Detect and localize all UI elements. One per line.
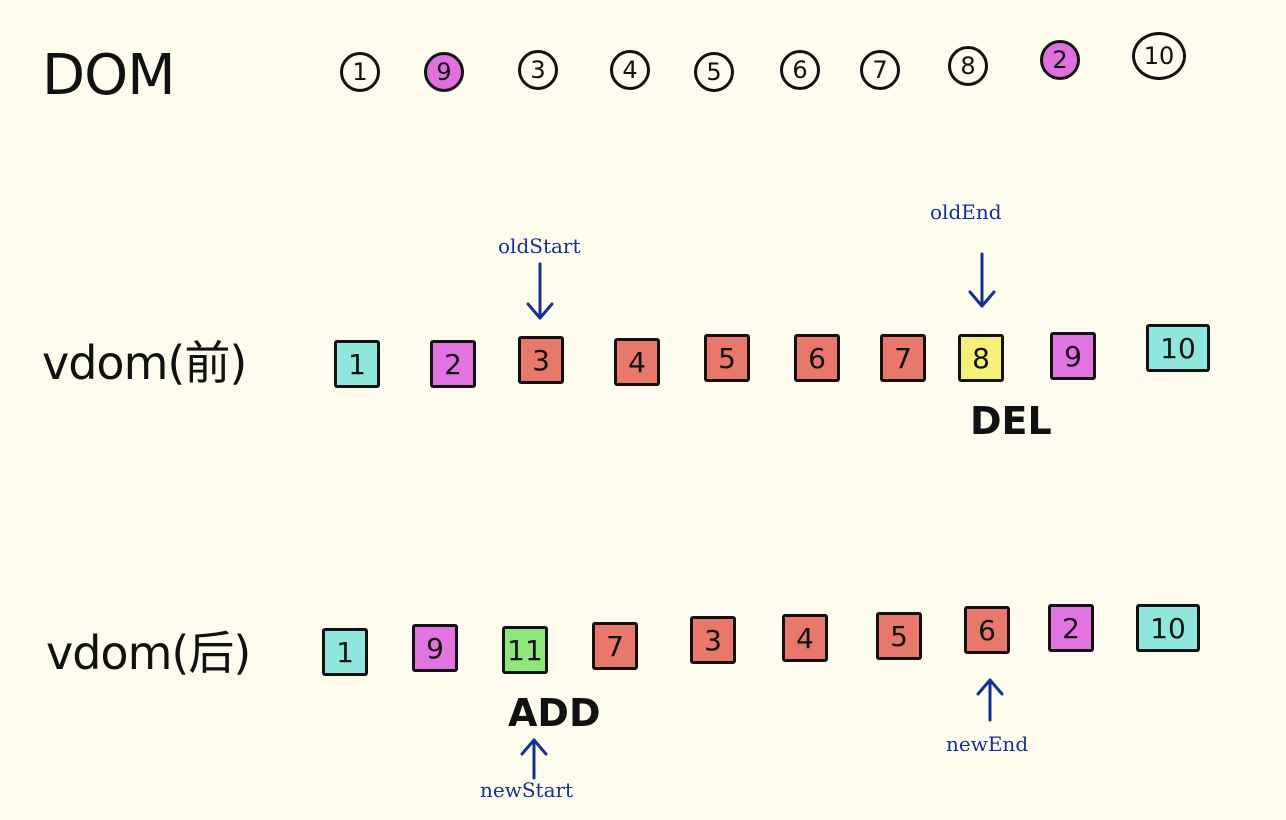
dom-node-7: 7 — [860, 50, 900, 90]
old-vdom-node-6: 6 — [794, 334, 840, 382]
new-vdom-node-10: 10 — [1136, 604, 1200, 652]
new-vdom-node-11: 11 — [502, 626, 548, 674]
old-vdom-node-2: 2 — [430, 340, 476, 388]
old-vdom-node-label: 1 — [348, 347, 366, 381]
new-end-label: newEnd — [946, 732, 1029, 756]
old-vdom-node-label: 2 — [444, 347, 462, 381]
new-vdom-node-7: 7 — [592, 622, 638, 670]
new-vdom-node-label: 10 — [1150, 611, 1186, 645]
new-vdom-node-label: 6 — [978, 613, 996, 647]
new-vdom-node-1: 1 — [322, 628, 368, 676]
new-vdom-node-6: 6 — [964, 606, 1010, 654]
new-vdom-node-4: 4 — [782, 614, 828, 662]
dom-node-5: 5 — [694, 52, 734, 92]
new-vdom-row-label: vdom(后) — [46, 626, 251, 680]
old-vdom-node-label: 6 — [808, 341, 826, 375]
dom-node-6: 6 — [780, 50, 820, 90]
old-vdom-node-4: 4 — [614, 338, 660, 386]
old-end-arrow — [968, 252, 996, 308]
new-vdom-node-9: 9 — [412, 624, 458, 672]
new-vdom-node-label: 4 — [796, 621, 814, 655]
old-vdom-node-7: 7 — [880, 334, 926, 382]
dom-node-2: 2 — [1040, 40, 1080, 80]
old-vdom-node-5: 5 — [704, 334, 750, 382]
new-vdom-node-label: 7 — [606, 629, 624, 663]
old-vdom-node-8: 8 — [958, 334, 1004, 382]
dom-node-9: 9 — [424, 52, 464, 92]
dom-row-label: DOM — [42, 43, 176, 108]
old-vdom-node-label: 4 — [628, 345, 646, 379]
dom-node-1: 1 — [340, 52, 380, 92]
dom-node-10: 10 — [1132, 32, 1186, 80]
old-vdom-node-label: 3 — [532, 343, 550, 377]
old-vdom-node-label: 10 — [1160, 331, 1196, 365]
old-vdom-node-label: 8 — [972, 341, 990, 375]
old-end-label: oldEnd — [930, 200, 1002, 224]
new-vdom-node-label: 2 — [1062, 611, 1080, 645]
new-vdom-node-label: 1 — [336, 635, 354, 669]
new-start-label: newStart — [480, 778, 574, 802]
dom-node-8: 8 — [948, 46, 988, 86]
old-start-arrow — [526, 262, 554, 320]
old-start-label: oldStart — [498, 234, 581, 258]
old-vdom-node-1: 1 — [334, 340, 380, 388]
old-vdom-node-9: 9 — [1050, 332, 1096, 380]
dom-node-4: 4 — [610, 50, 650, 90]
old-vdom-row-label: vdom(前) — [42, 336, 247, 390]
new-vdom-node-label: 5 — [890, 619, 908, 653]
old-vdom-node-label: 9 — [1064, 339, 1082, 373]
add-caption: ADD — [508, 691, 601, 735]
old-vdom-node-label: 5 — [718, 341, 736, 375]
new-vdom-node-2: 2 — [1048, 604, 1094, 652]
new-vdom-node-label: 9 — [426, 631, 444, 665]
dom-node-3: 3 — [518, 50, 558, 90]
new-end-arrow — [976, 678, 1004, 722]
old-vdom-node-label: 7 — [894, 341, 912, 375]
new-vdom-node-label: 11 — [507, 633, 543, 667]
new-vdom-node-label: 3 — [704, 623, 722, 657]
old-vdom-node-10: 10 — [1146, 324, 1210, 372]
new-vdom-node-5: 5 — [876, 612, 922, 660]
new-start-arrow — [520, 738, 548, 780]
del-caption: DEL — [970, 399, 1052, 443]
new-vdom-node-3: 3 — [690, 616, 736, 664]
old-vdom-node-3: 3 — [518, 336, 564, 384]
